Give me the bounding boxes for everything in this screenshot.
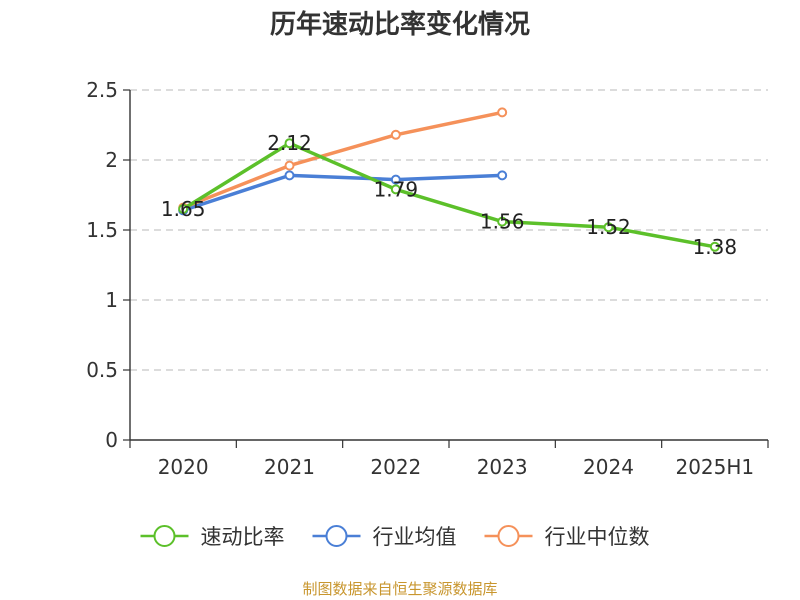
legend-swatch-marker (497, 525, 520, 547)
y-tick-label: 1 (105, 288, 118, 312)
legend-label: 行业均值 (373, 525, 457, 549)
data-point (390, 184, 401, 195)
legend-label: 速动比率 (201, 525, 285, 549)
grid-lines (130, 89, 768, 371)
y-tick-label: 2.5 (86, 78, 118, 102)
data-point (709, 241, 720, 252)
data-point (603, 222, 614, 233)
data-point (284, 138, 295, 149)
legend-item: 行业中位数 (484, 525, 650, 549)
legend-swatch-marker (153, 525, 176, 547)
data-point (390, 174, 401, 185)
data-point (284, 170, 295, 181)
data-label: 2.12 (267, 131, 312, 155)
x-tick-label: 2025H1 (675, 455, 754, 479)
x-tick-label: 2021 (264, 455, 315, 479)
y-tick-label: 1.5 (86, 218, 118, 242)
data-point (390, 129, 401, 140)
series-lines (178, 107, 720, 252)
x-tick-label: 2022 (370, 455, 421, 479)
x-tick-label: 2020 (158, 455, 209, 479)
y-tick-label: 0 (105, 428, 118, 452)
data-point (178, 204, 189, 214)
legend-item: 速动比率 (140, 525, 285, 549)
data-point (497, 107, 508, 118)
data-point (497, 216, 508, 227)
y-tick-label: 2 (105, 148, 118, 172)
x-tick-label: 2023 (477, 455, 528, 479)
legend-swatch-marker (325, 525, 348, 547)
legend: 速动比率 行业均值 行业中位数 (140, 525, 650, 549)
series-line (182, 173, 503, 213)
data-label: 1.65 (161, 197, 206, 221)
legend-item: 行业均值 (312, 525, 457, 549)
data-label: 1.79 (374, 177, 419, 201)
data-labels: 1.65 2.12 1.79 1.56 1.52 1.38 (161, 131, 737, 259)
x-tick-label: 2024 (583, 455, 634, 479)
data-label: 1.38 (693, 235, 738, 259)
data-point (284, 160, 295, 171)
series-line (182, 110, 503, 210)
data-point (497, 170, 508, 181)
legend-label: 行业中位数 (545, 525, 650, 549)
series-line (182, 141, 716, 249)
data-label: 1.52 (586, 215, 631, 239)
source-note: 制图数据来自恒生聚源数据库 (302, 580, 498, 598)
chart-title: 历年速动比率变化情况 (269, 10, 530, 40)
data-label: 1.56 (480, 210, 525, 234)
y-tick-label: 0.5 (86, 358, 118, 382)
